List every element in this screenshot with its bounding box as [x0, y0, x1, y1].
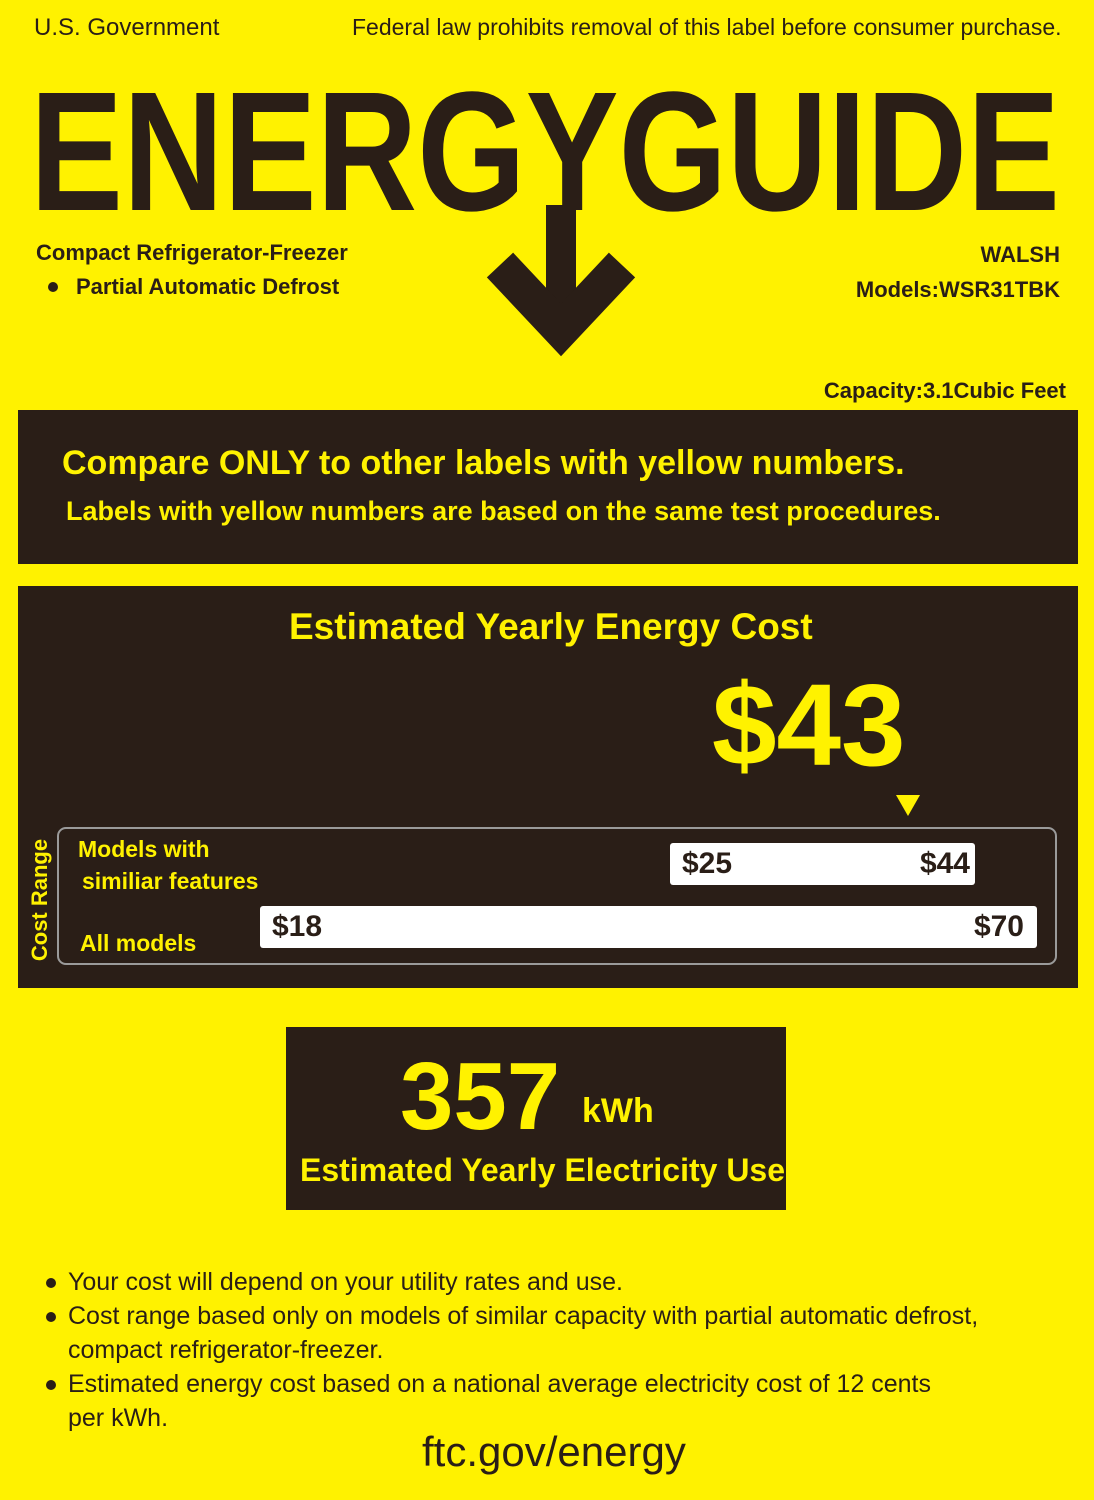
note: Estimated energy cost based on a nationa…: [46, 1367, 968, 1435]
range-label: Cost Range: [27, 838, 52, 962]
compare-headline: Compare ONLY to other labels with yellow…: [62, 444, 905, 482]
range-frame: [57, 827, 1057, 965]
product-type: Compact Refrigerator-Freezer: [36, 240, 348, 265]
note-text: Cost range based only on models of simil…: [68, 1302, 979, 1364]
footer-url: ftc.gov/energy: [422, 1428, 686, 1475]
similar-label: similiar features: [82, 868, 259, 894]
usage-value: 357: [400, 1043, 561, 1150]
note-text: Estimated energy cost based on a nationa…: [68, 1370, 931, 1432]
product-feature: Partial Automatic Defrost: [76, 274, 340, 299]
all-range-bar: [260, 906, 1037, 948]
similar-range-bar: [670, 843, 975, 885]
similar-label: Models with: [78, 836, 210, 862]
note: Cost range based only on models of simil…: [46, 1299, 1028, 1367]
similar-high: $44: [919, 847, 970, 880]
agency: U.S. Government: [34, 14, 220, 41]
arrow-head: [486, 252, 636, 357]
note: Your cost will depend on your utility ra…: [46, 1265, 1028, 1299]
usage-label: Estimated Yearly Electricity Use: [300, 1152, 786, 1188]
cost-title: Estimated Yearly Energy Cost: [289, 606, 813, 647]
brand: WALSH: [980, 242, 1060, 267]
bullet: [48, 282, 58, 292]
similar-low: $25: [682, 847, 733, 880]
all-high: $70: [973, 910, 1024, 943]
cost-value: $43: [712, 660, 906, 790]
compare-box: [18, 410, 1078, 564]
note-text: Your cost will depend on your utility ra…: [68, 1268, 623, 1296]
notice: Federal law prohibits removal of this la…: [352, 14, 1062, 40]
all-label: All models: [80, 930, 197, 956]
model: Models:WSR31TBK: [855, 277, 1060, 302]
usage-unit: kWh: [582, 1092, 654, 1130]
usage-box: [286, 1027, 786, 1210]
cost-pointer: [896, 795, 920, 816]
capacity: Capacity:3.1Cubic Feet: [823, 378, 1066, 403]
title: ENERGYGUIDE: [30, 57, 1060, 247]
all-low: $18: [272, 910, 323, 943]
compare-subline: Labels with yellow numbers are based on …: [66, 496, 941, 526]
